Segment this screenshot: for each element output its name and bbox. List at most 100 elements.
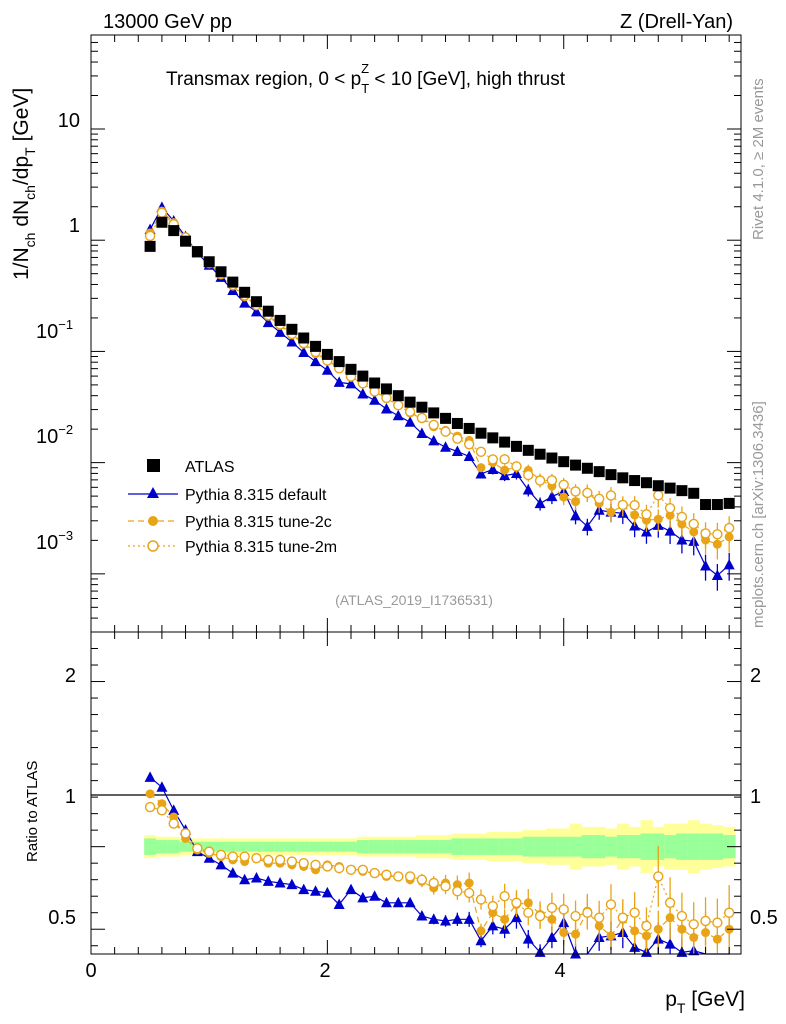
- band-inner: [486, 838, 500, 855]
- band-inner: [664, 835, 677, 859]
- ratio-point-tune2m: [676, 910, 688, 922]
- band-inner: [640, 833, 653, 860]
- band-inner: [534, 836, 547, 857]
- ratio-point-tune2m: [487, 900, 499, 912]
- band-inner: [439, 840, 452, 854]
- main-point-tune2c: [571, 497, 581, 507]
- ratio-point-default: [380, 896, 392, 908]
- ratio-point-tune2m: [404, 871, 416, 882]
- ratio-ytick-1-right: 1: [750, 786, 761, 808]
- ratio-ytick-05-right: 0.5: [750, 907, 778, 929]
- band-inner: [274, 841, 287, 852]
- main-point-atlas: [392, 390, 404, 402]
- main-point-tune2m: [534, 475, 546, 486]
- ratio-point-tune2c: [476, 926, 486, 936]
- band-inner: [345, 841, 358, 852]
- ytick-1: 1: [69, 215, 80, 237]
- x-axis-label: pT [GeV]: [665, 988, 745, 1016]
- main-point-atlas: [499, 436, 511, 448]
- main-point-atlas: [510, 440, 522, 452]
- legend-tune2c-label: Pythia 8.315 tune-2c: [185, 514, 332, 531]
- main-point-atlas: [475, 427, 487, 439]
- band-inner: [605, 836, 618, 857]
- band-inner: [404, 840, 417, 854]
- xtick-4: 4: [554, 960, 565, 982]
- main-point-tune2m: [653, 490, 664, 501]
- ratio-point-default: [274, 876, 286, 888]
- band-inner: [699, 833, 712, 860]
- main-point-atlas: [380, 383, 392, 395]
- main-point-tune2m: [144, 230, 156, 242]
- ratio-point-default: [463, 913, 475, 924]
- ratio-point-tune2c: [571, 929, 581, 939]
- ratio-point-tune2m: [523, 907, 534, 918]
- ratio-ytick-2-left: 2: [65, 665, 76, 687]
- main-point-default: [369, 394, 381, 405]
- ratio-point-default: [570, 948, 582, 959]
- main-point-atlas: [203, 256, 215, 268]
- band-inner: [676, 833, 689, 860]
- legend: ATLAS Pythia 8.315 default Pythia 8.315 …: [128, 459, 337, 556]
- ratio-point-default: [487, 919, 499, 931]
- ratio-point-tune2m: [369, 867, 380, 879]
- ratio-point-tune2m: [345, 864, 357, 875]
- band-inner: [451, 838, 464, 855]
- ratio-point-tune2m: [712, 917, 723, 928]
- ratio-point-default: [227, 867, 239, 878]
- ratio-point-tune2m: [310, 859, 321, 871]
- band-inner: [380, 840, 393, 854]
- xtick-0: 0: [85, 960, 96, 982]
- main-point-tune2m: [523, 469, 534, 481]
- legend-atlas-label: ATLAS: [185, 459, 235, 476]
- ratio-point-tune2m: [393, 871, 404, 882]
- ratio-ytick-1-left: 1: [65, 786, 76, 808]
- ratio-point-tune2m: [452, 886, 463, 897]
- main-point-atlas: [144, 240, 156, 252]
- main-point-default: [570, 509, 582, 521]
- main-point-atlas: [298, 332, 310, 344]
- band-inner: [510, 838, 523, 855]
- main-point-default: [286, 335, 298, 347]
- main-point-tune2m: [404, 406, 416, 417]
- ratio-point-tune2m: [298, 857, 309, 869]
- ratio-point-tune2m: [322, 861, 333, 872]
- ratio-frame: [90, 631, 742, 955]
- main-point-atlas: [640, 477, 652, 489]
- main-point-tune2m: [558, 479, 569, 490]
- ratio-point-default: [440, 914, 452, 926]
- band-inner: [522, 836, 535, 857]
- legend-default-label: Pythia 8.315 default: [185, 487, 327, 504]
- main-point-tune2m: [593, 493, 605, 504]
- main-point-tune2m: [629, 500, 640, 511]
- ratio-point-tune2m: [203, 846, 215, 857]
- main-point-atlas: [629, 475, 641, 487]
- main-point-tune2m: [712, 529, 723, 540]
- main-point-atlas: [180, 235, 192, 247]
- main-point-tune2m: [416, 412, 428, 424]
- main-point-default: [333, 376, 345, 387]
- ratio-point-default: [475, 934, 487, 946]
- main-point-default: [298, 346, 310, 358]
- band-inner: [226, 841, 240, 852]
- xtick-2: 2: [319, 960, 330, 982]
- legend-tune2m-marker: [147, 540, 159, 552]
- main-point-tune2m: [582, 487, 593, 499]
- band-inner: [156, 840, 169, 854]
- main-point-tune2m: [487, 454, 499, 465]
- main-point-atlas: [451, 417, 463, 429]
- ratio-point-tune2m: [723, 907, 735, 918]
- main-point-tune2m: [452, 433, 463, 444]
- main-point-default: [392, 409, 404, 421]
- ratio-point-tune2m: [180, 828, 191, 839]
- legend-tune2m-label: Pythia 8.315 tune-2m: [185, 539, 337, 556]
- ratio-point-tune2m: [215, 849, 227, 861]
- band-inner: [463, 838, 476, 855]
- main-point-atlas: [723, 497, 735, 509]
- process-label: Z (Drell-Yan): [620, 11, 733, 33]
- band-inner: [628, 835, 642, 859]
- main-point-atlas: [239, 286, 251, 298]
- ratio-point-tune2m: [333, 862, 345, 874]
- ratio-point-tune2m: [688, 919, 699, 930]
- main-point-atlas: [664, 482, 676, 494]
- main-point-atlas: [215, 266, 227, 278]
